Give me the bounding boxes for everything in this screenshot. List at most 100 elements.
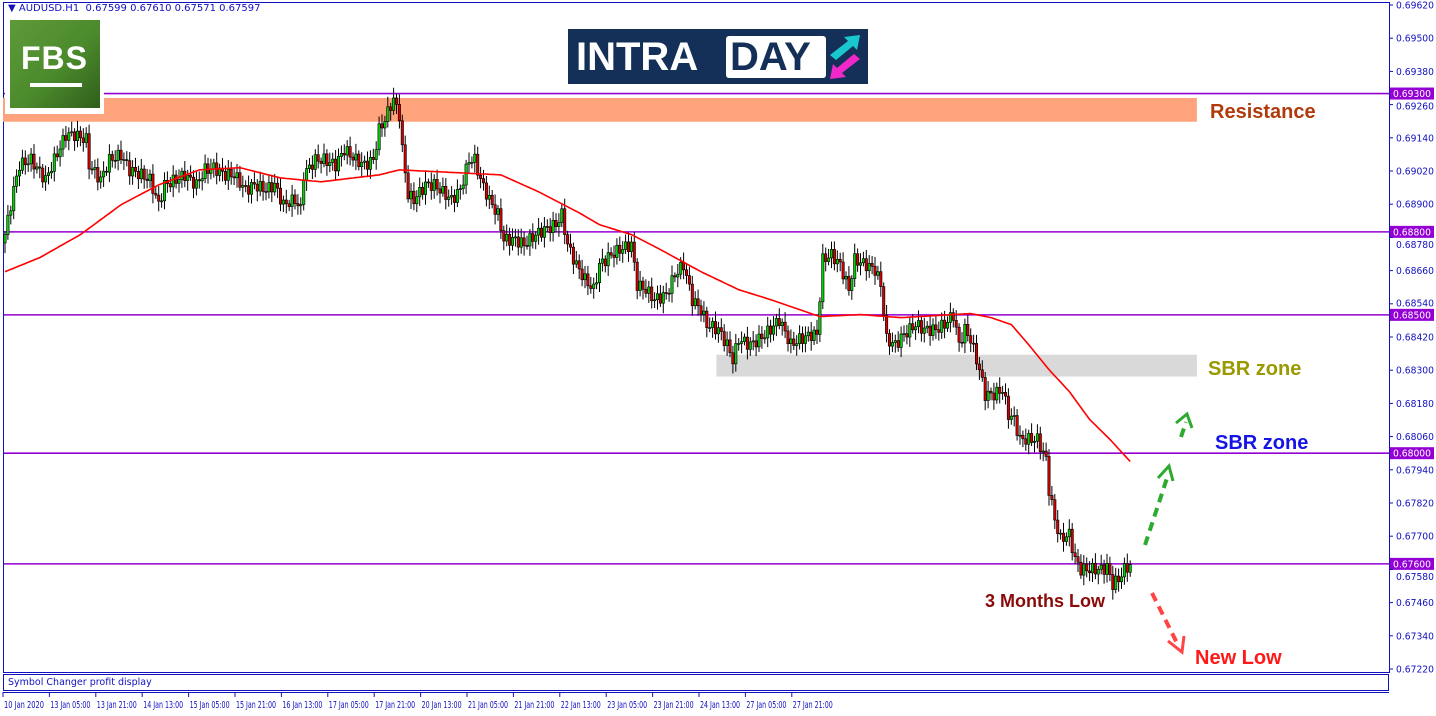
bullish-candle [455, 189, 459, 203]
bullish-candle [250, 182, 254, 195]
bullish-candle [948, 312, 952, 323]
y-tick-label: 0.68060 [1396, 432, 1434, 443]
collapse-triangle-icon[interactable]: ▼ [8, 3, 16, 14]
bullish-candle [467, 162, 471, 165]
bullish-candle [392, 97, 396, 111]
bullish-candle [597, 262, 601, 283]
bearish-candle [769, 325, 773, 335]
y-tick-label: 0.68780 [1396, 240, 1434, 251]
green-up-arrow-lower [1143, 474, 1170, 546]
bearish-candle [919, 320, 923, 334]
bullish-candle [806, 331, 810, 337]
bullish-candle [537, 227, 541, 236]
bearish-candle [397, 104, 401, 122]
price-level-tag [1390, 87, 1434, 100]
x-tick-label: 15 Jan 05:00 [190, 700, 230, 711]
y-tick-label: 0.67220 [1396, 665, 1434, 676]
annotation-new-low: New Low [1195, 647, 1282, 669]
bullish-candle [336, 156, 340, 172]
bearish-candle [951, 312, 955, 321]
y-tick-label: 0.69500 [1396, 34, 1434, 45]
bearish-candle [247, 185, 251, 195]
bullish-candle [647, 286, 651, 294]
bearish-candle [403, 144, 407, 174]
price-level-tag [1390, 447, 1434, 460]
green-arrowhead-upper [1175, 411, 1194, 429]
bearish-candle [351, 156, 355, 161]
bearish-candle [658, 293, 662, 304]
bearish-candle [151, 173, 155, 194]
bearish-candle [531, 233, 535, 242]
bearish-candle [1102, 564, 1106, 575]
bearish-candle [1079, 561, 1083, 576]
bullish-candle [258, 181, 262, 192]
bearish-candle [635, 261, 639, 291]
bullish-candle [995, 386, 999, 401]
x-tick-label: 20 Jan 13:00 [422, 700, 462, 711]
bullish-candle [447, 196, 451, 200]
bullish-candle [148, 173, 152, 181]
bearish-candle [815, 329, 819, 335]
bullish-candle [679, 261, 683, 275]
bearish-candle [525, 245, 529, 247]
bearish-candle [864, 258, 868, 272]
bearish-candle [502, 230, 506, 242]
bearish-candle [847, 276, 851, 291]
bullish-candle [583, 273, 587, 281]
chart-header: ▼ AUDUSD.H1 0.67599 0.67610 0.67571 0.67… [8, 3, 261, 14]
bullish-candle [203, 163, 207, 179]
price-level-tag [1390, 308, 1434, 321]
bullish-candle [49, 171, 53, 174]
bearish-candle [444, 185, 448, 200]
bearish-candle [325, 153, 329, 166]
bullish-candle [899, 333, 903, 348]
y-tick-label: 0.68180 [1396, 399, 1434, 410]
bearish-candle [977, 363, 981, 371]
bearish-candle [719, 327, 723, 332]
bullish-candle [925, 325, 929, 329]
bearish-candle [168, 183, 172, 188]
bearish-candle [229, 168, 233, 178]
y-tick-label: 0.69620 [1396, 1, 1434, 12]
bearish-candle [319, 160, 323, 164]
bearish-candle [966, 323, 970, 336]
x-tick-label: 21 Jan 21:00 [514, 700, 554, 711]
price-level-tag [1390, 225, 1434, 238]
bullish-candle [560, 208, 564, 224]
bullish-candle [93, 167, 97, 170]
bullish-candle [160, 200, 164, 203]
bearish-candle [885, 314, 889, 334]
bearish-candle [800, 333, 804, 344]
bearish-candle [1030, 433, 1034, 443]
bullish-candle [1099, 564, 1103, 570]
y-tick-label: 0.68660 [1396, 266, 1434, 277]
bearish-candle [1088, 570, 1092, 574]
bullish-candle [458, 188, 462, 191]
bullish-candle [621, 249, 625, 254]
bearish-candle [400, 120, 404, 146]
red-arrowhead [1167, 635, 1186, 655]
bullish-candle [235, 172, 239, 179]
bearish-candle [974, 343, 978, 365]
bearish-candle [73, 131, 77, 141]
bullish-candle [534, 234, 538, 242]
bearish-candle [406, 172, 410, 200]
bearish-candle [664, 292, 668, 294]
bearish-candle [809, 331, 813, 341]
bearish-candle [792, 338, 796, 346]
price-level-tag [1390, 557, 1434, 570]
bullish-candle [307, 164, 311, 169]
bearish-candle [870, 263, 874, 267]
bearish-candle [1073, 552, 1077, 557]
bearish-candle [348, 146, 352, 158]
bearish-candle [943, 319, 947, 329]
bullish-candle [1064, 536, 1068, 542]
bullish-candle [383, 121, 387, 129]
bullish-candle [708, 327, 712, 329]
bearish-candle [493, 204, 497, 215]
bearish-candle [786, 330, 790, 344]
intraday-logo: INTRA DAY [568, 29, 868, 84]
bullish-candle [716, 327, 720, 335]
bearish-candle [586, 273, 590, 287]
